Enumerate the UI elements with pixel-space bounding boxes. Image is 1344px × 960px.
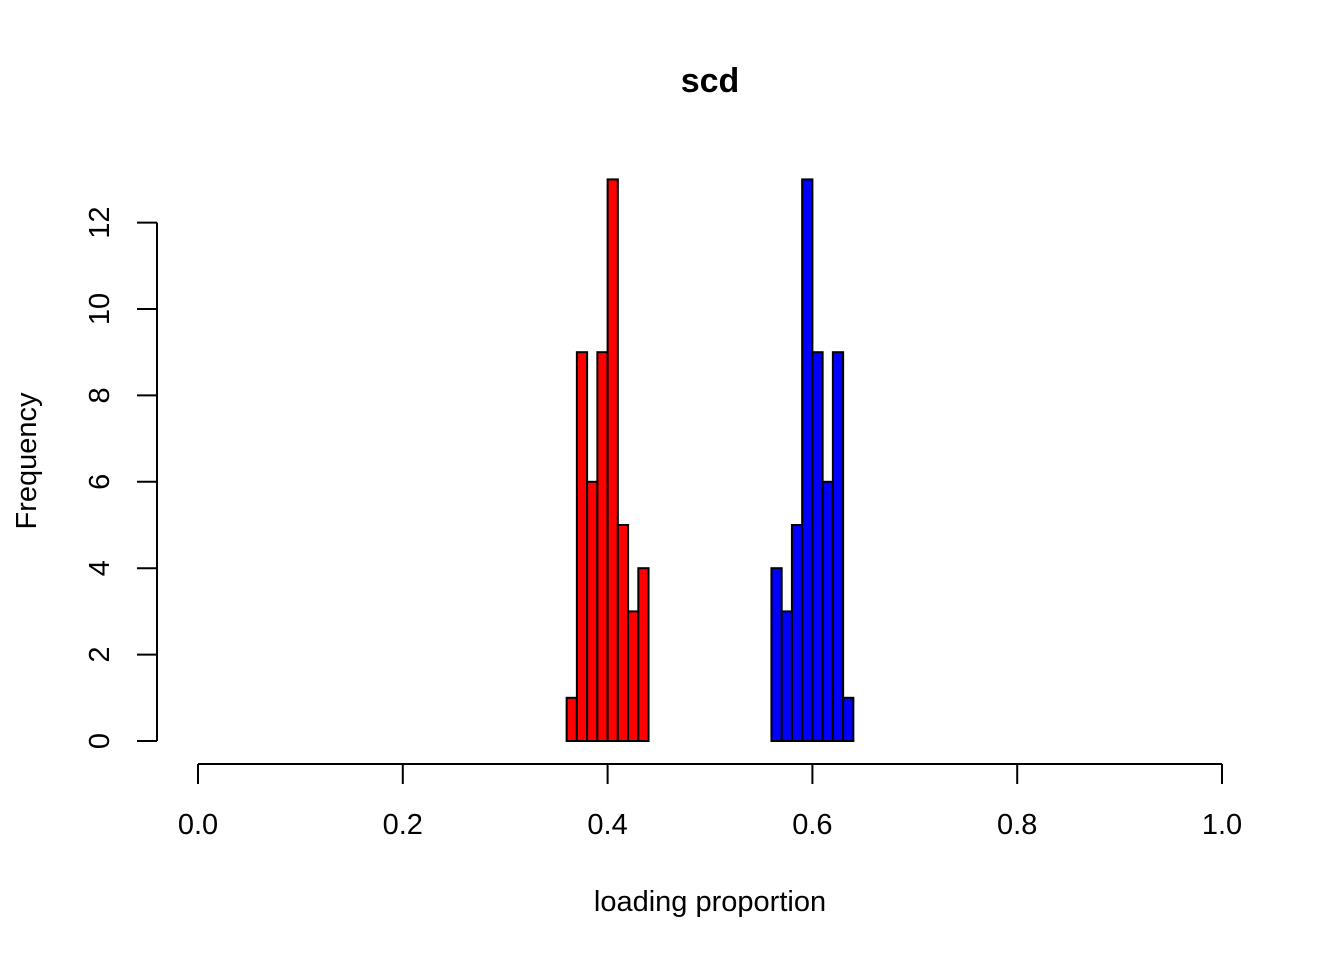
histogram-bar-s0-b1 — [575, 351, 589, 742]
y-tick-label: 4 — [84, 560, 116, 576]
histogram-bar-s0-b0 — [565, 696, 578, 742]
histogram-bar-s1-b4 — [811, 351, 824, 742]
y-tick-label: 10 — [84, 293, 116, 325]
x-tick-label: 0.2 — [383, 809, 423, 841]
y-tick-label: 8 — [84, 387, 116, 403]
histogram-bar-s1-b2 — [790, 524, 804, 742]
x-tick-label: 0.8 — [997, 809, 1037, 841]
histogram-bar-s0-b4 — [606, 178, 619, 742]
histogram-bar-s1-b5 — [821, 480, 834, 742]
histogram-bar-s0-b7 — [637, 567, 650, 743]
x-axis: 0.0 0.2 0.4 0.6 0.8 1.0 — [178, 763, 1242, 841]
chart-title: scd — [681, 62, 740, 100]
y-tick-label: 2 — [84, 647, 116, 663]
histogram-bar-s0-b2 — [586, 480, 599, 742]
y-axis: 0 2 4 6 8 10 12 — [84, 206, 158, 749]
histogram-bar-s1-b7 — [842, 696, 855, 742]
histogram-bar-s1-b3 — [801, 178, 814, 742]
x-tick-label: 0.0 — [178, 809, 218, 841]
bars-group — [565, 178, 855, 743]
y-tick-label: 6 — [84, 474, 116, 490]
y-tick-label: 12 — [84, 206, 116, 238]
x-tick-label: 0.6 — [792, 809, 832, 841]
y-axis-label: Frequency — [11, 392, 43, 530]
histogram-bar-s1-b1 — [780, 610, 793, 743]
y-tick-label: 0 — [84, 733, 116, 749]
histogram-bar-s0-b5 — [616, 524, 630, 742]
x-tick-label: 1.0 — [1202, 809, 1242, 841]
histogram-bar-s1-b6 — [831, 351, 845, 742]
x-axis-label: loading proportion — [594, 886, 826, 918]
histogram-bar-s0-b3 — [596, 351, 609, 742]
histogram-bar-s0-b6 — [627, 610, 640, 743]
histogram-bar-s1-b0 — [770, 567, 783, 743]
x-tick-label: 0.4 — [587, 809, 627, 841]
